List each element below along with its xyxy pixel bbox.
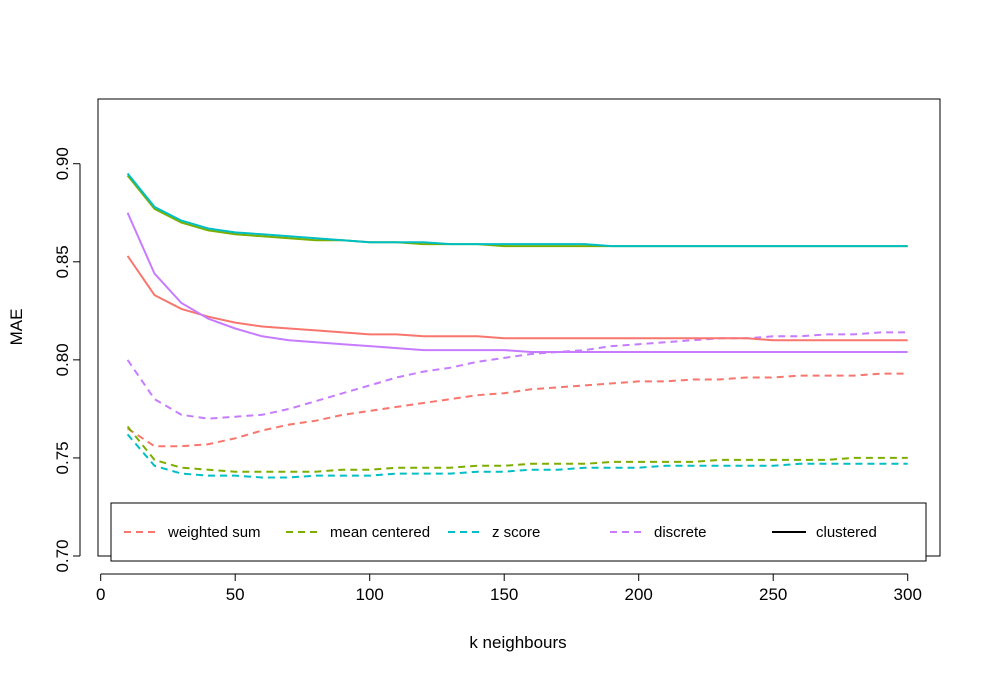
legend-label: discrete <box>654 524 707 541</box>
series-line-4 <box>126 331 908 420</box>
series-layer <box>126 172 908 479</box>
series-line-7 <box>126 174 908 248</box>
y-tick-label: 0.90 <box>53 147 72 180</box>
y-axis: 0.70 0.75 0.80 0.85 0.90 <box>53 147 81 573</box>
x-tick-label: 50 <box>226 585 245 604</box>
y-tick-label: 0.80 <box>53 343 72 376</box>
series-line-8 <box>126 172 908 248</box>
legend: weighted sum mean centered z score discrete… <box>110 502 927 562</box>
series-line-3 <box>126 433 908 479</box>
legend-label: z score <box>492 524 540 541</box>
x-tick-label: 150 <box>490 585 518 604</box>
series-line-6 <box>126 212 908 353</box>
x-tick-label: 0 <box>96 585 105 604</box>
y-tick-label: 0.75 <box>53 441 72 474</box>
plot-frame <box>97 98 941 557</box>
series-line-1 <box>127 372 908 448</box>
x-tick-label: 250 <box>759 585 787 604</box>
series-line-5 <box>126 255 908 342</box>
series-line-2 <box>126 425 908 473</box>
x-axis-title: k neighbours <box>469 633 566 652</box>
y-tick-label: 0.85 <box>53 245 72 278</box>
y-axis-title: MAE <box>7 309 26 346</box>
legend-label: weighted sum <box>167 524 261 541</box>
y-tick-label: 0.70 <box>53 539 72 572</box>
x-tick-label: 300 <box>894 585 922 604</box>
legend-label: clustered <box>816 524 877 541</box>
x-tick-label: 200 <box>625 585 653 604</box>
x-tick-label: 100 <box>356 585 384 604</box>
legend-label: mean centered <box>330 524 430 541</box>
x-axis: 0 50 100 150 200 250 300 <box>96 573 922 604</box>
